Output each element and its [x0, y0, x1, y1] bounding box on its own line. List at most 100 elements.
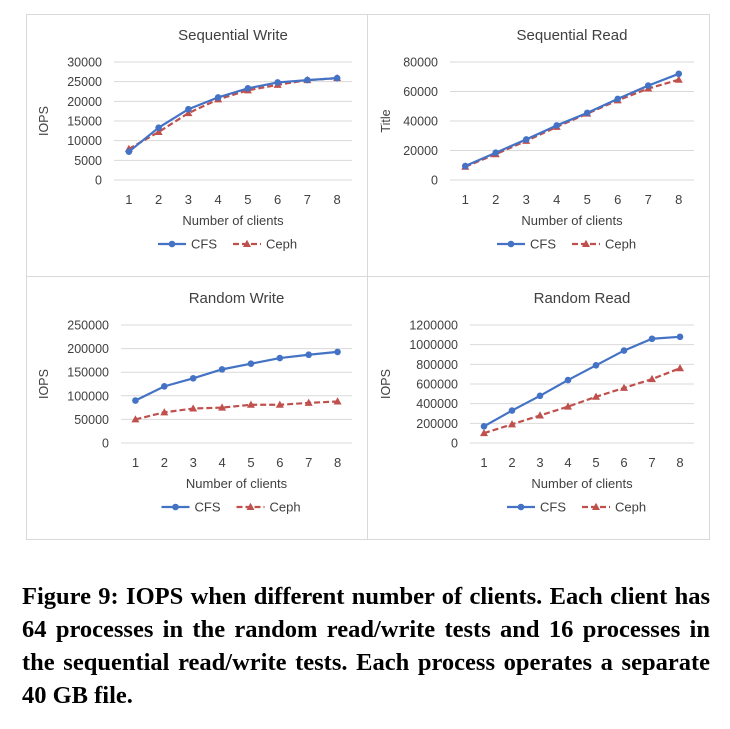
data-point-cfs — [276, 354, 284, 362]
legend-label-ceph: Ceph — [270, 500, 301, 515]
data-point-ceph — [592, 392, 600, 400]
x-tick-label: 3 — [536, 455, 543, 470]
data-point-cfs — [461, 162, 469, 170]
chart-svg: Random Write 250000 200000 150000 100000 5000… — [37, 290, 352, 515]
data-point-cfs — [244, 85, 252, 92]
chart-svg: Random Read12000001000000800000600000400… — [379, 290, 694, 515]
data-point-cfs — [648, 335, 656, 343]
legend-label-cfs: CFS — [195, 500, 221, 515]
series-line-cfs — [128, 77, 338, 153]
chart-legend: CFS Ceph — [497, 237, 636, 252]
data-point-cfs — [583, 109, 591, 117]
data-point-ceph — [676, 364, 684, 372]
x-tick-label: 8 — [334, 192, 341, 207]
data-point-cfs — [334, 348, 341, 356]
data-point-cfs — [304, 76, 311, 84]
x-tick-label: 2 — [508, 455, 515, 470]
x-tick-label: 1 — [132, 455, 139, 470]
data-point-cfs — [553, 122, 561, 129]
data-point-cfs — [274, 79, 281, 86]
x-tick-label: 6 — [276, 455, 283, 470]
x-tick-label: 6 — [620, 455, 627, 470]
x-axis-label: Number of clients — [186, 476, 288, 491]
x-tick-label: 7 — [648, 455, 655, 470]
y-axis-label: Title — [379, 109, 393, 132]
chart-legend: CFS Ceph — [158, 237, 297, 252]
chart-title: Sequential Read — [517, 27, 628, 44]
data-point-ceph — [536, 411, 544, 419]
data-point-ceph — [508, 420, 516, 428]
data-point-cfs — [132, 397, 139, 404]
y-tick-label: 20000 — [403, 144, 438, 158]
legend-marker-cfs — [507, 240, 515, 248]
data-point-ceph — [218, 403, 227, 411]
y-axis-label: IOPS — [37, 106, 51, 136]
data-point-ceph — [564, 402, 572, 410]
data-point-cfs — [492, 149, 500, 157]
data-point-ceph — [131, 415, 140, 423]
data-point-cfs — [620, 347, 628, 354]
legend-marker-cfs — [172, 503, 179, 511]
legend-label-ceph: Ceph — [605, 237, 636, 252]
series-line-cfs — [464, 72, 680, 167]
data-point-ceph — [275, 400, 284, 408]
chart-legend: CFS Ceph — [507, 500, 646, 515]
data-point-cfs — [644, 82, 652, 89]
y-tick-label: 50000 — [74, 413, 109, 427]
x-tick-label: 4 — [564, 455, 571, 470]
figure-caption: Figure 9: IOPS when different number of … — [22, 583, 710, 709]
data-point-ceph — [189, 404, 198, 412]
x-tick-label: 8 — [334, 455, 341, 470]
data-point-ceph — [184, 108, 193, 117]
chart-panel-random-read: Random Read 1200000 1000000 800000 600000 400… — [368, 277, 710, 540]
y-tick-label: 250000 — [67, 319, 109, 333]
x-tick-label: 2 — [155, 192, 162, 207]
x-tick-label: 7 — [305, 455, 312, 470]
x-tick-label: 5 — [592, 455, 599, 470]
x-tick-label: 1 — [480, 455, 487, 470]
chart-title: Random Write — [189, 290, 285, 307]
y-tick-label: 0 — [431, 174, 438, 188]
chart-title: Random Read — [534, 290, 631, 307]
x-tick-label: 2 — [161, 455, 168, 470]
data-point-ceph — [246, 400, 255, 408]
legend-label-ceph: Ceph — [615, 500, 646, 515]
data-point-ceph — [304, 398, 313, 406]
x-tick-label: 5 — [584, 192, 591, 207]
data-point-cfs — [592, 362, 600, 369]
y-tick-label: 800000 — [416, 358, 458, 372]
data-point-cfs — [508, 407, 516, 414]
legend-label-cfs: CFS — [540, 500, 566, 515]
x-tick-label: 3 — [185, 192, 192, 207]
y-tick-label: 40000 — [403, 115, 438, 129]
data-point-cfs — [564, 376, 572, 384]
y-tick-label: 0 — [102, 437, 109, 451]
x-tick-label: 6 — [614, 192, 621, 207]
x-tick-label: 5 — [244, 192, 251, 207]
y-tick-label: 20000 — [67, 95, 102, 109]
y-tick-label: 15000 — [67, 115, 102, 129]
y-tick-label: 0 — [451, 437, 458, 451]
legend-marker-cfs — [517, 503, 525, 511]
y-tick-label: 60000 — [403, 85, 438, 99]
y-tick-label: 1000000 — [409, 338, 458, 352]
y-tick-label: 10000 — [67, 134, 102, 148]
x-tick-label: 3 — [190, 455, 197, 470]
x-tick-label: 1 — [462, 192, 469, 207]
data-point-cfs — [614, 95, 622, 103]
x-tick-label: 4 — [218, 455, 225, 470]
data-point-ceph — [154, 127, 163, 136]
y-tick-label: 5000 — [74, 154, 102, 168]
data-point-cfs — [155, 124, 162, 131]
x-tick-label: 1 — [125, 192, 132, 207]
data-point-cfs — [305, 351, 312, 359]
figure: Sequential Write 30000 25000 20000 15000 1000… — [26, 14, 710, 540]
data-point-cfs — [218, 366, 226, 373]
legend-label-cfs: CFS — [530, 237, 556, 252]
x-tick-label: 8 — [676, 455, 683, 470]
legend-marker-ceph — [246, 502, 255, 510]
series-line-ceph — [128, 77, 338, 150]
x-tick-label: 4 — [215, 192, 222, 207]
chart-panel-random-write: Random Write 250000 200000 150000 100000 5000… — [26, 277, 368, 540]
legend-label-cfs: CFS — [191, 237, 217, 252]
